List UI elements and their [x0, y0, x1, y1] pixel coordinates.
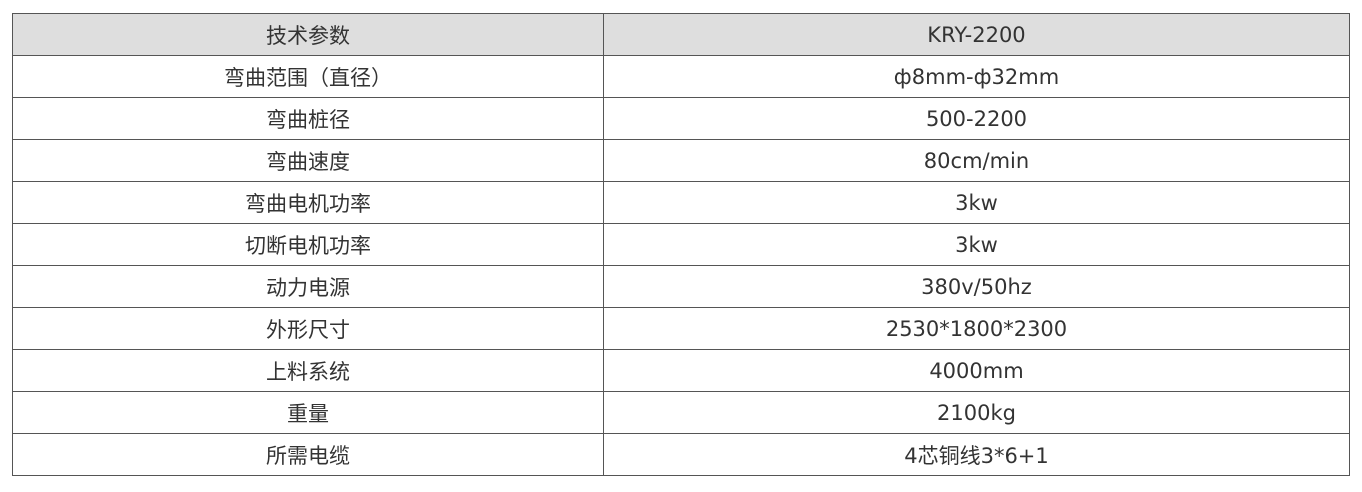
- parameter-name: 外形尺寸: [12, 307, 604, 350]
- table-row: 外形尺寸 2530*1800*2300: [12, 307, 1350, 350]
- parameter-name: 上料系统: [12, 349, 604, 392]
- parameter-value: 380v/50hz: [603, 265, 1350, 308]
- spec-table: 技术参数 KRY-2200 弯曲范围（直径） ф8mm-ф32mm 弯曲桩径 500-…: [12, 13, 1350, 476]
- parameter-value: 80cm/min: [603, 139, 1350, 182]
- table-row: 动力电源 380v/50hz: [12, 265, 1350, 308]
- table-header-row: 技术参数 KRY-2200: [12, 13, 1350, 56]
- parameter-value: 500-2200: [603, 97, 1350, 140]
- parameter-value: ф8mm-ф32mm: [603, 55, 1350, 98]
- table-row: 上料系统 4000mm: [12, 349, 1350, 392]
- parameter-name: 弯曲桩径: [12, 97, 604, 140]
- table-row: 重量 2100kg: [12, 391, 1350, 434]
- parameter-value: 2530*1800*2300: [603, 307, 1350, 350]
- parameter-name: 弯曲范围（直径）: [12, 55, 604, 98]
- parameter-name: 重量: [12, 391, 604, 434]
- parameter-name: 弯曲速度: [12, 139, 604, 182]
- parameter-name: 动力电源: [12, 265, 604, 308]
- parameter-value: 3kw: [603, 181, 1350, 224]
- parameter-name: 切断电机功率: [12, 223, 604, 266]
- parameter-value: 3kw: [603, 223, 1350, 266]
- parameter-value: 4000mm: [603, 349, 1350, 392]
- table-row: 弯曲桩径 500-2200: [12, 97, 1350, 140]
- table-row: 弯曲电机功率 3kw: [12, 181, 1350, 224]
- header-parameter: 技术参数: [12, 13, 604, 56]
- table-row: 所需电缆 4芯铜线3*6+1: [12, 433, 1350, 476]
- header-model: KRY-2200: [603, 13, 1350, 56]
- parameter-value: 2100kg: [603, 391, 1350, 434]
- parameter-value: 4芯铜线3*6+1: [603, 433, 1350, 476]
- parameter-name: 所需电缆: [12, 433, 604, 476]
- table-row: 弯曲速度 80cm/min: [12, 139, 1350, 182]
- table-row: 弯曲范围（直径） ф8mm-ф32mm: [12, 55, 1350, 98]
- table-row: 切断电机功率 3kw: [12, 223, 1350, 266]
- parameter-name: 弯曲电机功率: [12, 181, 604, 224]
